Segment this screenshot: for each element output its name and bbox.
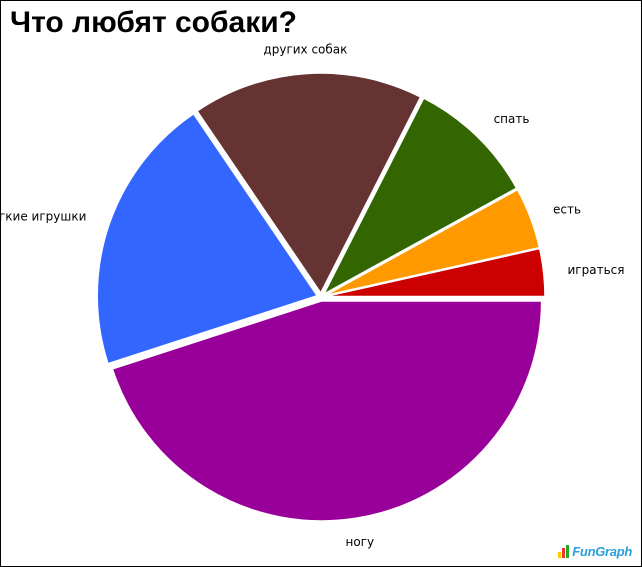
slice-label: ногу <box>345 535 374 549</box>
slice-label: играться <box>568 263 625 277</box>
slice-label: спать <box>494 112 530 126</box>
pie-slice <box>324 188 541 297</box>
fungraph-logo-text: FunGraph <box>572 544 632 559</box>
logo-bar <box>562 548 566 558</box>
logo-bar <box>566 545 570 558</box>
chart-title: Что любят собаки? <box>10 6 297 39</box>
pie-slice <box>196 72 422 295</box>
pie-slice <box>96 112 319 365</box>
slice-label: других собак <box>263 42 347 56</box>
slice-label: есть <box>553 202 581 216</box>
pie-slice <box>111 300 543 522</box>
pie-slice <box>322 97 518 296</box>
slice-label: мягкие игрушки <box>0 210 86 224</box>
logo-bar <box>558 552 562 558</box>
fungraph-logo-icon <box>558 545 570 558</box>
fungraph-logo: FunGraph <box>558 545 632 558</box>
pie-slice <box>324 247 546 298</box>
